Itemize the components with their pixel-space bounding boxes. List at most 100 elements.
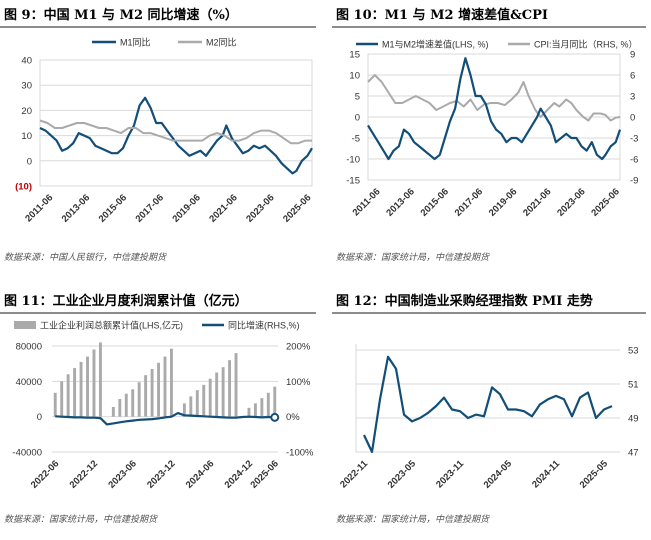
- bar: [124, 393, 128, 417]
- x-tick-label: 2017-06: [134, 192, 166, 224]
- bar: [163, 356, 167, 417]
- bar: [266, 392, 270, 417]
- bar: [118, 399, 122, 417]
- y2-tick-label: 0%: [286, 412, 300, 423]
- pmi-line: [363, 355, 613, 454]
- y-tick-label: 40000: [16, 377, 42, 388]
- x-tick-label: 2024-06: [184, 458, 216, 490]
- title-divider: [332, 26, 646, 28]
- bar: [182, 403, 186, 417]
- y2-tick-label: -6: [630, 155, 638, 166]
- x-tick-label: 2025-05: [578, 458, 611, 491]
- bar: [215, 372, 219, 417]
- x-tick-label: 2011-06: [23, 192, 55, 224]
- bar: [253, 403, 257, 417]
- y2-tick-label: 0: [630, 113, 635, 124]
- bar: [150, 368, 154, 417]
- x-tick-label: 2019-06: [487, 186, 519, 218]
- chart-title: 图 11：工业企业月度利润累计值（亿元）: [4, 294, 248, 309]
- x-tick-label: 2022-11: [338, 458, 371, 491]
- x-tick-label: 2013-06: [384, 186, 416, 218]
- legend-label: M2同比: [206, 37, 237, 48]
- y-tick-label: 10: [21, 131, 32, 142]
- bar: [111, 406, 115, 417]
- panel-m1-m2-growth: 图 9：中国 M1 与 M2 同比增速（%） 40 30 20 10 0 (10) 2011…: [0, 0, 326, 270]
- y2-tick-label: -100%: [286, 448, 314, 459]
- x-tick-label: 2025-06: [248, 458, 280, 490]
- y-tick-label: (10): [15, 182, 32, 193]
- bar: [66, 374, 70, 417]
- legend-label: 工业企业利润总额累计值(LHS,亿元): [40, 320, 183, 331]
- y2-tick-label: 6: [630, 71, 635, 82]
- x-tick-label: 2017-06: [453, 186, 485, 218]
- y-tick-label: 49: [628, 414, 639, 425]
- y-tick-label: 40: [21, 56, 32, 67]
- y-tick-label: 15: [349, 50, 360, 61]
- y-tick-label: 20: [21, 106, 32, 117]
- bar: [208, 378, 212, 417]
- legend-swatch: [14, 321, 36, 329]
- bar: [273, 386, 277, 417]
- legend-label: CPI:当月同比（RHS, %）: [534, 39, 638, 50]
- y-tick-label: -15: [346, 176, 360, 187]
- y-tick-label: 47: [628, 448, 639, 459]
- y-tick-label: 10: [349, 71, 360, 82]
- x-tick-label: 2023-06: [555, 186, 587, 218]
- chart-title: 图 10：M1 与 M2 增速差值&CPI: [336, 8, 549, 23]
- x-tick-label: 2015-06: [97, 192, 129, 224]
- m2-line: [39, 119, 312, 145]
- title-divider: [332, 312, 646, 314]
- chart-source: 数据来源：国家统计局，中信建投期货: [336, 515, 490, 525]
- x-tick-label: 2024-05: [482, 458, 515, 491]
- x-tick-label: 2023-11: [434, 458, 467, 491]
- chart-source: 数据来源：国家统计局，中信建投期货: [4, 515, 158, 525]
- bar: [79, 361, 83, 417]
- line-end-marker: [270, 412, 280, 422]
- y2-tick-label: 9: [630, 50, 635, 61]
- gap-line: [367, 57, 622, 161]
- legend-label: M1与M2增速差值(LHS, %): [382, 39, 489, 50]
- bar: [221, 367, 225, 417]
- y2-tick-label: -9: [630, 176, 638, 187]
- y-tick-label: 53: [628, 346, 639, 357]
- y-tick-label: 5: [355, 92, 360, 103]
- x-tick-label: 2023-05: [386, 458, 419, 491]
- x-tick-label: 2013-06: [60, 192, 92, 224]
- bar: [260, 398, 264, 417]
- chart-source: 数据来源：国家统计局，中信建投期货: [336, 253, 490, 263]
- title-divider: [0, 312, 316, 314]
- y-tick-label: -5: [352, 134, 360, 145]
- bar: [92, 349, 96, 417]
- chart-m1-m2: 40 30 20 10 0 (10)2011-06 2013-06 2015-06 2017-0…: [15, 37, 313, 225]
- cpi-line: [367, 74, 621, 122]
- y2-tick-label: 100%: [286, 377, 311, 388]
- chart-title: 图 12：中国制造业采购经理指数 PMI 走势: [336, 294, 593, 309]
- legend-label: M1同比: [120, 37, 151, 48]
- bar: [137, 382, 141, 417]
- title-divider: [0, 26, 316, 28]
- bar: [98, 342, 102, 417]
- y-tick-label: 0: [355, 113, 360, 124]
- y-tick-label: 30: [21, 81, 32, 92]
- y-tick-label: -10: [346, 155, 360, 166]
- x-tick-label: 2022-12: [68, 458, 100, 490]
- growth-line: [55, 411, 275, 426]
- y-tick-label: 51: [628, 380, 639, 391]
- bar: [73, 368, 77, 417]
- panel-industrial-profit: 图 11：工业企业月度利润累计值（亿元） 80000 40000 0 -40000 20…: [0, 282, 326, 540]
- x-tick-label: 2015-06: [419, 186, 451, 218]
- x-tick-label: 2021-06: [207, 192, 239, 224]
- bar: [53, 392, 57, 417]
- chart-title: 图 9：中国 M1 与 M2 同比增速（%）: [4, 8, 238, 23]
- bar: [144, 375, 148, 417]
- x-tick-label: 2025-06: [589, 186, 621, 218]
- y-tick-label: 80000: [16, 342, 42, 353]
- y2-tick-label: 3: [630, 92, 635, 103]
- bar: [234, 353, 238, 417]
- bar: [60, 381, 64, 417]
- bar: [157, 362, 160, 417]
- bar: [86, 356, 89, 417]
- x-tick-label: 2021-06: [521, 186, 553, 218]
- bar: [131, 389, 135, 417]
